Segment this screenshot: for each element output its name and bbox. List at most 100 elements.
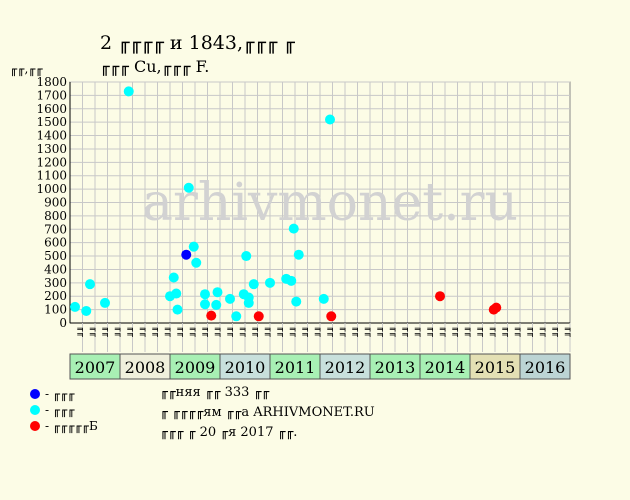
month-label: ╓╓: [89, 326, 99, 337]
data-point: [183, 182, 194, 193]
month-label: ╓╓: [114, 326, 124, 337]
y-tick-label: 900: [44, 196, 67, 210]
year-label: 2007: [75, 358, 116, 377]
legend-label: - ╓╓╓: [45, 387, 75, 401]
month-label: ╓╓: [564, 326, 574, 337]
year-label: 2008: [125, 358, 166, 377]
note-line: ╓╓няя ╓╓ 333 ╓╓: [160, 385, 270, 400]
year-label: 2010: [225, 358, 266, 377]
data-point: [325, 114, 335, 125]
y-tick-label: 500: [44, 249, 67, 263]
data-point: [225, 293, 235, 304]
year-band: [519, 353, 571, 380]
month-label: ╓╓: [101, 326, 111, 337]
data-point: [188, 241, 199, 252]
year-band: [419, 353, 471, 380]
data-point: [288, 223, 299, 234]
month-label: ╓╓: [464, 326, 474, 337]
legend-item-cyan: - ╓╓╓: [30, 403, 75, 417]
year-band: [469, 353, 521, 380]
data-point: [293, 249, 304, 260]
year-band: [69, 353, 121, 380]
month-label: ╓╓: [201, 326, 211, 337]
legend-dot-cyan: [30, 405, 40, 415]
month-label: ╓╓: [514, 326, 524, 337]
month-label: ╓╓: [326, 326, 336, 337]
year-label: 2009: [175, 358, 216, 377]
month-label: ╓╓: [251, 326, 261, 337]
month-label: ╓╓: [176, 326, 186, 337]
year-label: 2014: [425, 358, 466, 377]
note-line: ╓╓╓ ╓ 20 ╓я 2017 ╓╓.: [160, 425, 298, 440]
y-tick-label: 1400: [36, 129, 67, 143]
month-label: ╓╓: [189, 326, 199, 337]
month-label: ╓╓: [151, 326, 161, 337]
month-label: ╓╓: [351, 326, 361, 337]
y-axis-unit: ╓╓,╓╓: [10, 62, 43, 76]
year-label: 2013: [375, 358, 416, 377]
data-point: [435, 291, 445, 302]
month-label: ╓╓: [276, 326, 286, 337]
month-label: ╓╓: [489, 326, 499, 337]
data-point: [241, 251, 252, 262]
month-label: ╓╓: [376, 326, 386, 337]
month-label: ╓╓: [289, 326, 299, 337]
data-point: [70, 301, 80, 312]
data-point: [168, 272, 179, 283]
year-band: [119, 353, 171, 380]
data-point: [253, 311, 264, 322]
month-label: ╓╓: [551, 326, 561, 337]
data-point: [212, 287, 223, 298]
data-point: [191, 257, 202, 268]
month-label: ╓╓: [126, 326, 136, 337]
month-label: ╓╓: [139, 326, 149, 337]
legend-label: - ╓╓╓╓╓Б: [45, 419, 98, 433]
year-band: [319, 353, 371, 380]
month-label: ╓╓: [426, 326, 436, 337]
month-label: ╓╓: [389, 326, 399, 337]
y-tick-label: 800: [44, 209, 67, 223]
data-point: [81, 305, 92, 316]
legend-dot-red: [30, 421, 40, 431]
data-point: [231, 311, 242, 322]
month-label: ╓╓: [526, 326, 536, 337]
y-tick-label: 1200: [36, 155, 67, 169]
legend-item-blue: - ╓╓╓: [30, 387, 75, 401]
y-tick-label: 300: [44, 276, 67, 290]
month-label: ╓╓: [476, 326, 486, 337]
data-point: [265, 277, 275, 288]
year-label: 2012: [325, 358, 366, 377]
data-point: [200, 299, 210, 310]
y-tick-label: 400: [44, 262, 67, 276]
month-label: ╓╓: [239, 326, 249, 337]
month-label: ╓╓: [226, 326, 236, 337]
data-point: [326, 311, 337, 322]
legend-label: - ╓╓╓: [45, 403, 75, 417]
data-point: [171, 288, 182, 299]
y-tick-label: 0: [59, 316, 67, 330]
month-label: ╓╓: [401, 326, 411, 337]
year-label: 2011: [275, 358, 316, 377]
y-tick-label: 200: [44, 289, 67, 303]
month-label: ╓╓: [164, 326, 174, 337]
month-label: ╓╓: [314, 326, 324, 337]
month-label: ╓╓: [451, 326, 461, 337]
month-label: ╓╓: [364, 326, 374, 337]
data-point: [291, 296, 302, 307]
data-point: [243, 297, 254, 308]
data-point: [286, 275, 297, 286]
month-label: ╓╓: [439, 326, 449, 337]
y-tick-label: 1800: [36, 75, 67, 89]
chart-subtitle: ╓╓╓ Cu,╓╓╓ F.: [100, 57, 210, 76]
month-label: ╓╓: [414, 326, 424, 337]
month-label: ╓╓: [264, 326, 274, 337]
data-point: [123, 86, 134, 97]
y-tick-label: 1000: [36, 182, 67, 196]
y-tick-label: 600: [44, 236, 67, 250]
data-point: [200, 289, 210, 300]
y-tick-label: 100: [44, 303, 67, 317]
y-tick-label: 700: [44, 222, 67, 236]
year-label: 2015: [475, 358, 516, 377]
y-tick-label: 1300: [36, 142, 67, 156]
